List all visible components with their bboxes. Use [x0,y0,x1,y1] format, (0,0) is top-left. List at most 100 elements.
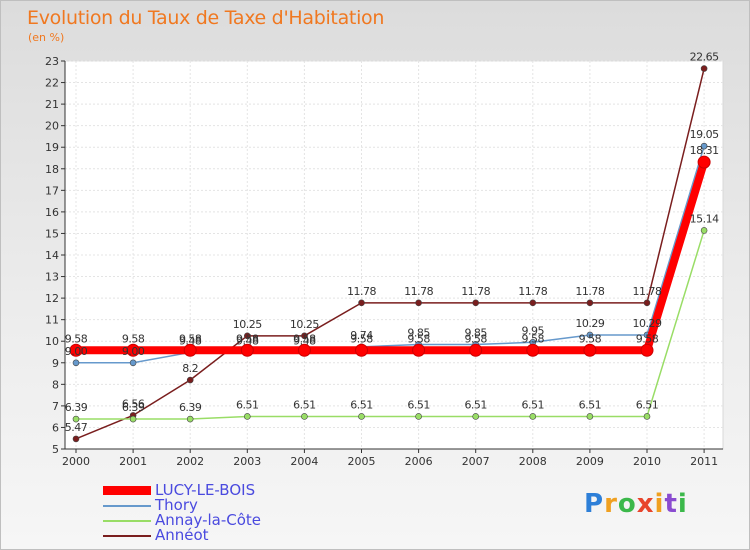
data-label-annay-la-c-te: 6.51 [579,398,602,411]
data-label-lucy-le-bois: 9.58 [464,332,487,345]
y-tick-label: 21 [45,98,59,111]
data-point-annay-la-c-te [186,415,194,423]
data-point-lucy-le-bois [126,343,140,357]
data-label-lucy-le-bois: 9.58 [522,332,545,345]
legend-item-thory: Thory [103,498,261,513]
y-tick-label: 19 [45,141,59,154]
legend-swatch [103,519,151,522]
data-label-thory: 9.48 [236,334,259,347]
data-label-lucy-le-bois: 9.58 [179,332,202,345]
x-tick-label: 2004 [290,455,318,468]
data-label-thory: 10.29 [575,317,604,330]
data-label-ann-ot: 11.78 [575,285,604,298]
y-tick-label: 20 [45,120,59,133]
data-label-thory: 9.85 [407,326,430,339]
data-label-thory: 9.85 [464,326,487,339]
x-tick-label: 2005 [348,455,376,468]
data-label-lucy-le-bois: 9.58 [636,332,659,345]
y-tick-label: 18 [45,163,59,176]
y-tick-label: 6 [52,421,59,434]
data-point-ann-ot [643,299,651,307]
data-label-lucy-le-bois: 9.58 [407,332,430,345]
data-point-ann-ot [358,299,365,307]
data-label-lucy-le-bois: 18.31 [690,144,719,157]
data-labels: 5.47 6.56 8.2 10.25 10.25 11.78 11.78 11.78 11.7… [65,51,720,434]
data-point-ann-ot [244,332,251,340]
data-point-ann-ot [586,299,594,307]
data-label-ann-ot: 8.2 [182,362,198,375]
data-label-ann-ot: 11.78 [518,285,547,298]
data-label-ann-ot: 11.78 [461,285,490,298]
data-point-ann-ot [529,299,537,307]
y-tick-label: 22 [45,77,59,90]
legend-label: LUCY-LE-BOIS [155,481,256,499]
y-tick-label: 5 [52,443,59,456]
x-tick-label: 2008 [519,455,547,468]
data-point-ann-ot [700,65,708,72]
data-point-ann-ot [472,299,480,307]
x-tick-label: 2002 [176,455,204,468]
chart-subtitle: (en %) [28,31,65,44]
series-line-lucy-le-bois [72,158,709,355]
y-tick-label: 16 [45,206,59,219]
data-point-lucy-le-bois [183,343,197,357]
proxiti-logo: Proxiti [584,489,688,519]
data-label-lucy-le-bois: 9.58 [293,332,316,345]
data-point-thory [586,331,594,339]
series-layer [69,65,711,443]
data-point-ann-ot [301,332,308,340]
legend-label: Thory [155,496,198,514]
data-label-ann-ot: 5.47 [65,421,88,434]
legend-swatch [103,534,151,537]
data-label-ann-ot: 6.56 [122,397,145,410]
data-point-thory [700,142,708,150]
y-tick-label: 11 [45,314,59,327]
legend-item-lucy-le-bois: LUCY-LE-BOIS [103,483,261,498]
legend-swatch [103,486,151,495]
data-label-ann-ot: 11.78 [347,285,376,298]
data-label-thory: 10.29 [633,317,662,330]
x-tick-label: 2003 [233,455,261,468]
y-tick-label: 17 [45,184,59,197]
data-label-ann-ot: 10.25 [233,318,262,331]
data-point-annay-la-c-te [72,415,80,423]
series-line-annay-la-c-te [75,229,705,420]
data-point-annay-la-c-te [700,227,708,234]
x-tick-label: 2011 [690,455,718,468]
legend: LUCY-LE-BOIS Thory Annay-la-Côte Annéot [103,483,261,543]
data-point-annay-la-c-te [244,413,251,420]
legend-item-annay-la-cote: Annay-la-Côte [103,513,261,528]
x-tick-label: 2001 [119,455,147,468]
x-tick-label: 2006 [405,455,433,468]
data-label-annay-la-c-te: 6.51 [407,398,430,411]
data-point-lucy-le-bois [297,343,311,357]
data-point-annay-la-c-te [358,413,365,420]
data-label-annay-la-c-te: 6.39 [122,401,145,414]
data-point-ann-ot [415,299,422,307]
data-label-annay-la-c-te: 6.51 [636,398,659,411]
data-label-ann-ot: 22.65 [690,51,719,64]
x-tick-label: 2010 [633,455,661,468]
data-point-annay-la-c-te [415,413,422,420]
legend-label: Annay-la-Côte [155,511,262,529]
data-label-thory: 9.95 [522,324,545,337]
x-tick-label: 2009 [576,455,604,468]
data-label-thory: 9.00 [65,345,88,358]
data-point-thory [129,359,137,367]
data-point-lucy-le-bois [240,343,254,357]
data-label-thory: 9.48 [293,334,316,347]
y-tick-label: 8 [52,378,59,391]
data-point-annay-la-c-te [643,413,651,420]
data-label-thory: 9.00 [122,345,145,358]
data-label-lucy-le-bois: 9.58 [579,332,602,345]
axes: 5 6 7 8 9 10 11 12 13 14 15 16 17 18 19 20 21 22 23 2000 200… [45,55,723,468]
data-point-thory [72,359,80,367]
y-tick-label: 9 [52,357,59,370]
chart-title: Evolution du Taux de Taxe d'Habitation [27,7,385,29]
x-tick-label: 2007 [462,455,490,468]
data-label-annay-la-c-te: 15.14 [690,212,719,225]
data-point-lucy-le-bois [355,343,368,357]
y-tick-label: 10 [45,335,59,348]
data-point-lucy-le-bois [69,343,83,357]
